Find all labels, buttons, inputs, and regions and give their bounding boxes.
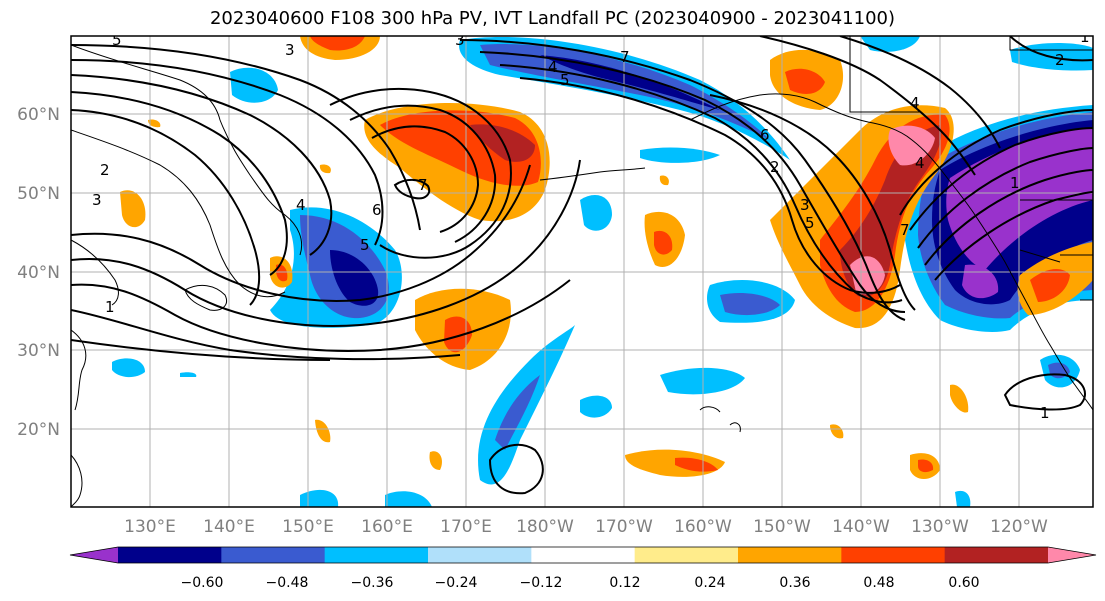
svg-text:5: 5 [805,214,815,232]
svg-text:6: 6 [372,201,382,219]
svg-text:1: 1 [1080,28,1090,46]
lon-label: 160°W [674,517,732,537]
lat-label: 30°N [17,341,60,361]
lon-label: 130°E [124,517,176,537]
svg-text:5: 5 [560,71,570,89]
svg-text:4: 4 [548,58,558,76]
pc-shading [112,36,1093,507]
svg-text:3: 3 [800,196,810,214]
lon-labels: 130°E 140°E 150°E 160°E 170°E 180°W 170°… [124,517,1048,537]
colorbar-segment [221,547,326,563]
colorbar-tick-label: −0.60 [181,575,224,591]
lat-label: 50°N [17,184,60,204]
lon-label: 130°W [911,517,969,537]
svg-text:2: 2 [1055,51,1065,69]
colorbar-segment [634,547,739,563]
lon-label: 140°E [203,517,255,537]
svg-text:1: 1 [1040,404,1050,422]
svg-text:7: 7 [418,176,428,194]
lon-label: 180°W [516,517,574,537]
colorbar-tick-label: −0.36 [351,575,394,591]
lon-label: 140°W [832,517,890,537]
colorbar-segment [428,547,532,563]
colorbar-tick-label: 0.24 [694,575,725,591]
colorbar-tick-label: 0.48 [863,575,894,591]
lon-label: 120°W [990,517,1048,537]
svg-text:7: 7 [620,48,630,66]
svg-text:2: 2 [100,161,110,179]
colorbar-tick-label: 0.12 [609,575,640,591]
colorbar-tick-labels: −0.60 −0.48 −0.36 −0.24 −0.12 0.12 0.24 … [181,575,980,591]
svg-text:1: 1 [1010,174,1020,192]
colorbar-tick-label: 0.36 [779,575,810,591]
svg-text:5: 5 [360,236,370,254]
lat-label: 40°N [17,263,60,283]
map-title: 2023040600 F108 300 hPa PV, IVT Landfall… [209,8,896,29]
colorbar-tick-label: 0.60 [948,575,979,591]
svg-text:3: 3 [285,41,295,59]
colorbar-segment [738,547,842,563]
pv-contours [71,36,1093,495]
lat-label: 20°N [17,420,60,440]
lon-label: 160°E [361,517,413,537]
svg-text:4: 4 [915,154,925,172]
svg-text:2: 2 [770,158,780,176]
lat-labels: 60°N 50°N 40°N 30°N 20°N [17,105,60,440]
lon-label: 150°E [282,517,334,537]
svg-text:6: 6 [760,126,770,144]
map-border [70,35,1094,508]
svg-text:4: 4 [296,196,306,214]
colorbar-segment [118,547,222,563]
svg-text:3: 3 [455,31,465,49]
svg-text:1: 1 [105,298,115,316]
colorbar-tick-label: −0.24 [435,575,478,591]
colorbar-segment [944,547,1049,563]
svg-text:7: 7 [900,221,910,239]
colorbar-segment [841,547,946,563]
svg-text:3: 3 [92,191,102,209]
svg-text:4: 4 [910,94,920,112]
colorbar-extend-high [1048,547,1096,563]
colorbar-tick-label: −0.12 [520,575,563,591]
lon-label: 170°W [595,517,653,537]
colorbar-segment [324,547,429,563]
svg-text:5: 5 [112,31,122,49]
colorbar-outline [69,546,1097,564]
lon-label: 170°E [440,517,492,537]
lon-label: 150°W [753,517,811,537]
colorbar [69,546,1097,564]
coastlines [71,36,1093,507]
lat-label: 60°N [17,105,60,125]
contour-labels: 5 3 3 2 3 4 5 6 7 1 4 5 6 7 4 3 2 1 4 7 … [92,28,1090,422]
colorbar-extend-low [70,547,118,563]
colorbar-tick-label: −0.48 [266,575,309,591]
colorbar-segment [531,547,636,563]
